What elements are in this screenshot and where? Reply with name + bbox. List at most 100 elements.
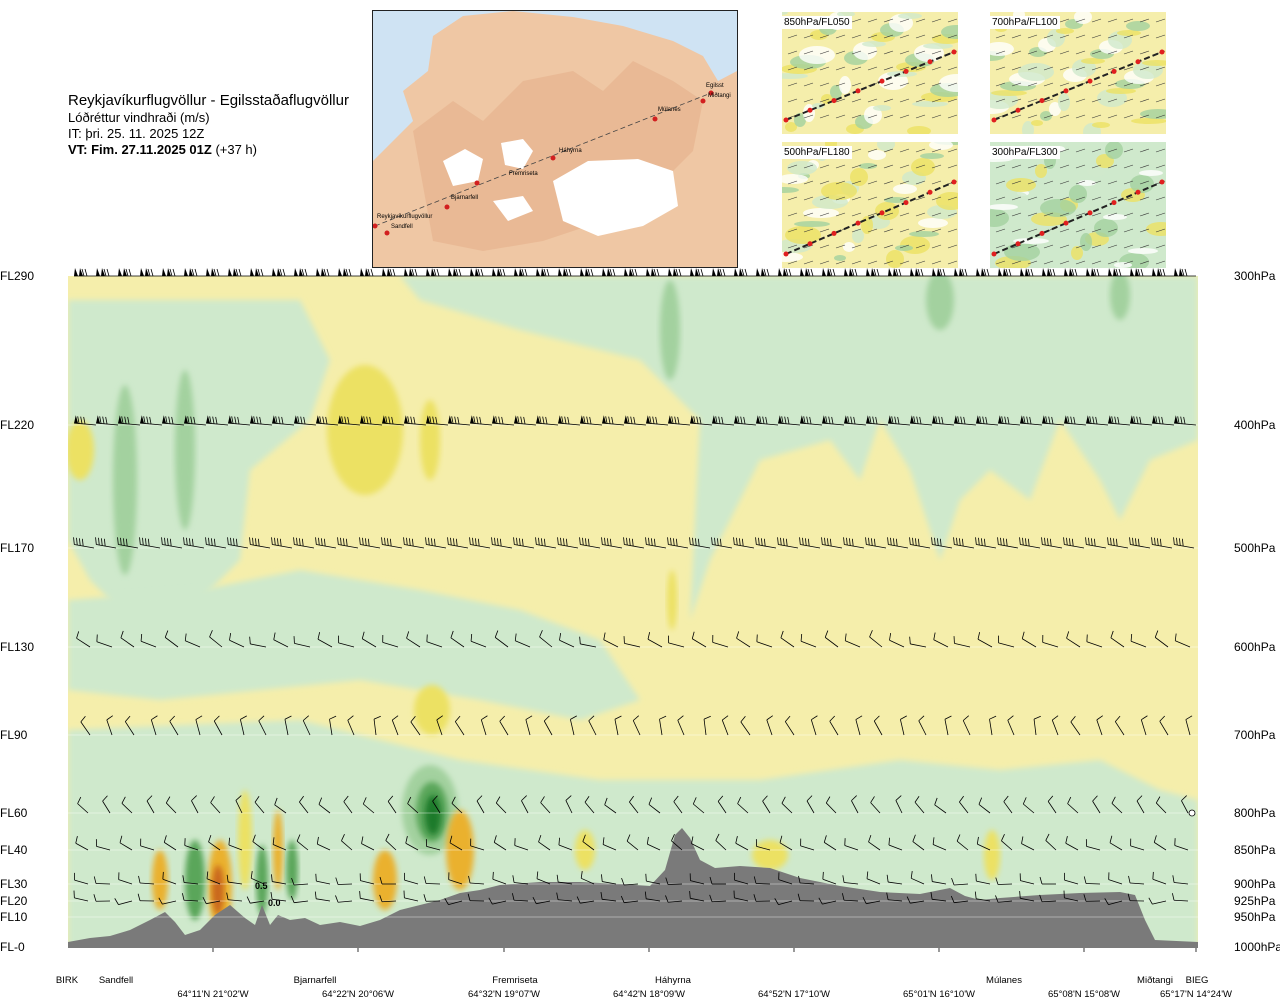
wind-barb [1065, 836, 1079, 851]
wind-barb [866, 415, 889, 426]
wind-barb [150, 715, 158, 736]
wind-barb [250, 268, 272, 277]
wind-barb [579, 537, 601, 549]
thumb-barb [1075, 66, 1086, 71]
wind-barb [762, 795, 771, 814]
wind-barb [886, 874, 903, 885]
thumb-barb [851, 228, 862, 233]
thumbnail-850: 850hPa/FL050 [782, 12, 958, 134]
thumb-barb [995, 98, 1006, 103]
thumb-barb [1059, 260, 1070, 265]
wind-barb [800, 268, 822, 277]
wind-barb [998, 635, 1015, 648]
wind-barb [95, 839, 111, 851]
thumb-blotch [1080, 233, 1092, 251]
thumb-blotch [859, 163, 877, 169]
thumb-barb [1123, 260, 1134, 265]
title-block: Reykjavíkurflugvöllur - Egilsstaðaflugvö… [68, 92, 349, 158]
wind-barb [124, 715, 135, 736]
thumb-barb [787, 180, 798, 185]
thumb-barb [1027, 50, 1038, 55]
wind-barbs [73, 268, 1197, 906]
thumb-blotch [1081, 58, 1105, 64]
thumb-barb [915, 244, 926, 249]
wind-barb [338, 268, 360, 277]
downdraft-zone-mid [68, 570, 640, 720]
wind-barb [887, 537, 909, 549]
thumb-barb [867, 34, 878, 39]
thumb-blotch [1062, 259, 1074, 268]
wind-barb [1092, 795, 1101, 814]
wind-barb [492, 871, 507, 885]
thumb-route-point [951, 49, 957, 55]
wind-barb [74, 415, 97, 426]
thumb-blotch [1069, 185, 1087, 203]
thumb-route-point [991, 251, 997, 257]
thumb-blotch [936, 192, 958, 210]
thumb-barb [1011, 228, 1022, 233]
thumb-route-point [831, 230, 837, 236]
thumb-blotch [850, 168, 868, 186]
thumb-barb [915, 98, 926, 103]
thumb-blotch [1078, 180, 1096, 186]
wind-barb [362, 797, 375, 814]
wind-barb [873, 715, 883, 736]
thumb-barb [995, 180, 1006, 185]
wind-barb [93, 876, 111, 885]
thumb-barb [1139, 180, 1150, 185]
thumb-barb [867, 114, 878, 119]
wind-barb [165, 796, 177, 814]
wind-barb [470, 268, 492, 277]
level-label-right: 500hPa [1234, 541, 1276, 555]
wind-barb [645, 873, 661, 885]
wind-barb [1019, 537, 1041, 549]
thumb-route-point [855, 220, 861, 226]
station-label: BIRK [55, 975, 79, 986]
wind-barb [525, 715, 533, 736]
wind-barb [995, 877, 1013, 885]
wind-barb [997, 537, 1019, 549]
wind-barb [818, 897, 837, 905]
downdraft-streak [926, 276, 954, 330]
thumb-barb [867, 260, 878, 265]
wind-barb [1128, 875, 1145, 885]
wind-barb [734, 268, 756, 277]
wind-barb [387, 795, 397, 814]
wind-barb [976, 268, 998, 277]
wind-barb [954, 415, 977, 426]
level-label-right: 1000hPa [1234, 940, 1280, 954]
wind-barb [315, 873, 331, 885]
valid-time: VT: Fim. 27.11.2025 01Z (+37 h) [68, 142, 349, 158]
wind-barb [646, 415, 669, 426]
thumb-barb [1155, 66, 1166, 71]
thumb-barb [931, 244, 942, 249]
wind-barb [391, 715, 399, 736]
thumb-barb [1107, 212, 1118, 217]
wind-barb [138, 875, 155, 885]
thumb-barb [1091, 82, 1102, 87]
thumb-barb [1123, 244, 1134, 249]
wind-barb [671, 834, 683, 851]
wind-barb [161, 537, 183, 549]
thumb-route-point [1063, 88, 1069, 94]
thumb-barb [1075, 196, 1086, 201]
route-map-svg [373, 11, 737, 267]
wind-barb [1001, 834, 1013, 851]
wind-barb [1130, 268, 1152, 277]
wind-barb [668, 268, 690, 277]
thumb-route-point [855, 88, 861, 94]
route-map: Egilsst Miðtangi Múlanes Háhyrna Fremris… [372, 10, 738, 268]
thumb-barb [1123, 98, 1134, 103]
wind-barb [470, 838, 485, 851]
thumb-barb [995, 82, 1006, 87]
level-label-left: FL30 [0, 877, 28, 891]
wind-barb [436, 715, 443, 736]
wind-barb [780, 630, 795, 648]
wind-barb [512, 875, 529, 885]
thumb-barb [915, 196, 926, 201]
thumbnail-300-label: 300hPa/FL300 [990, 146, 1060, 159]
wind-barb [213, 715, 223, 736]
map-label-fremriseta: Fremriseta [509, 171, 538, 177]
thumb-route-point [927, 59, 933, 65]
thumb-barb [883, 98, 894, 103]
